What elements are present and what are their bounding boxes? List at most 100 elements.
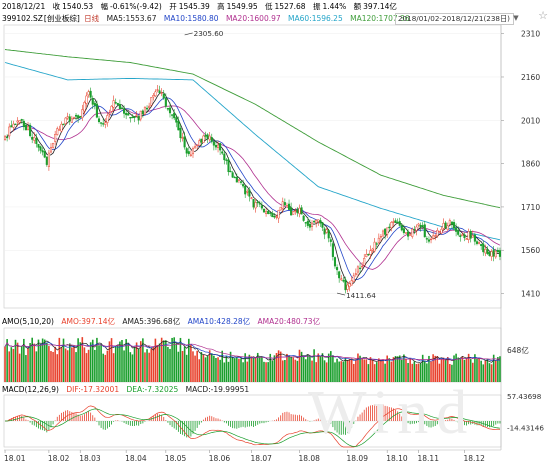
candle-body	[488, 252, 491, 256]
amount-bar	[238, 358, 240, 382]
amount-bar	[302, 356, 305, 382]
candle-body	[398, 221, 401, 226]
x-tick-label: 18.04	[125, 454, 147, 463]
amount-bar	[208, 350, 211, 382]
low-label: 低	[265, 2, 273, 11]
amount-bar	[438, 363, 441, 382]
amount-bar	[171, 337, 173, 382]
candle-body	[70, 118, 73, 123]
amount-bar	[403, 354, 405, 382]
amount-bar	[123, 350, 125, 382]
candle-body	[152, 95, 155, 98]
candle-body	[273, 215, 276, 218]
amount-bar	[127, 343, 130, 382]
amount-bar	[219, 359, 221, 382]
amount-bar	[259, 357, 261, 382]
candle-body	[440, 228, 443, 234]
candle-body	[123, 108, 126, 114]
ma10-line	[4, 97, 501, 281]
amount-bar	[334, 362, 336, 382]
amount-bar	[4, 346, 6, 382]
amount-bar	[104, 354, 107, 382]
amount-bar	[192, 351, 194, 382]
amount-bar	[417, 363, 420, 382]
candle-body	[185, 148, 188, 154]
candle-body	[250, 197, 253, 199]
ma120-legend: MA120:1707.36	[350, 14, 410, 23]
candle-body	[164, 98, 167, 107]
amount-bar	[440, 358, 443, 382]
amount-bar	[453, 355, 455, 382]
amount-bar	[254, 357, 257, 382]
amount-bar	[56, 354, 59, 382]
candle-body	[146, 107, 149, 110]
candle-body	[225, 159, 228, 161]
amount-bar	[256, 352, 259, 382]
candle-body	[338, 271, 341, 279]
candle-body	[206, 134, 209, 139]
candle-body	[150, 97, 153, 106]
amount-bar	[311, 360, 313, 382]
candle-body	[131, 116, 134, 119]
candle-body	[210, 137, 213, 142]
quote-header: 2018/12/21 收 1540.53 幅 -0.61%(-9.42) 开 1545…	[2, 2, 402, 12]
amount-bar	[125, 339, 127, 382]
amount-bar	[375, 362, 378, 382]
candle-body	[26, 126, 30, 130]
amount-bar	[31, 337, 33, 382]
candle-body	[417, 223, 420, 226]
candle-body	[331, 243, 334, 257]
amount-bar	[231, 356, 234, 382]
amount-bar	[190, 344, 192, 382]
amount-bar	[342, 361, 345, 382]
candle-body	[308, 224, 311, 228]
candle-body	[354, 273, 357, 276]
amount-bar	[361, 358, 363, 382]
amount-bar	[265, 362, 267, 382]
amount-bar	[177, 351, 180, 382]
amount-bar	[415, 364, 418, 382]
amount-bar	[217, 357, 219, 382]
amount-bar	[196, 350, 198, 382]
price-tick-label: 2160	[521, 73, 540, 82]
amount-bar	[467, 353, 470, 382]
amount-bar	[455, 353, 457, 382]
dea-line	[5, 408, 501, 447]
amount-bar	[442, 357, 445, 382]
candle-body	[342, 280, 345, 282]
candle-body	[285, 205, 288, 208]
amount-bar	[261, 356, 263, 382]
x-tick-label: 18.05	[165, 454, 187, 463]
amount-bar	[279, 351, 282, 382]
candle-body	[421, 225, 424, 227]
amount-bar	[307, 354, 309, 382]
amount-bar	[62, 338, 65, 382]
chevron-down-icon[interactable]: ▼	[513, 14, 519, 22]
amount-bar	[154, 338, 157, 382]
price-tick-label: 2310	[521, 30, 540, 39]
star-icon[interactable]: ☆	[538, 9, 548, 22]
period-label[interactable]: 日线	[84, 14, 100, 23]
candle-body	[407, 231, 410, 237]
amount-bar	[296, 360, 299, 382]
amount-bar	[112, 353, 115, 382]
x-tick-label: 18.09	[347, 454, 369, 463]
amount-bar	[277, 350, 280, 382]
candle-body	[269, 212, 272, 214]
amount-bar	[188, 338, 190, 382]
candle-body	[95, 103, 98, 118]
candle-body	[166, 108, 169, 110]
date-range-selector[interactable]: 2018/01/02-2018/12/21(238日)	[395, 13, 514, 25]
candle-body	[300, 207, 303, 215]
candle-body	[181, 137, 184, 139]
candle-body	[377, 237, 380, 243]
amount-bar	[89, 342, 92, 382]
candle-body	[262, 208, 266, 213]
candle-body	[340, 278, 343, 281]
amount-bar	[484, 360, 487, 382]
candle-body	[329, 239, 332, 242]
amount-bar	[463, 359, 466, 382]
amount-bar	[398, 355, 401, 382]
amount-bar	[48, 346, 50, 382]
